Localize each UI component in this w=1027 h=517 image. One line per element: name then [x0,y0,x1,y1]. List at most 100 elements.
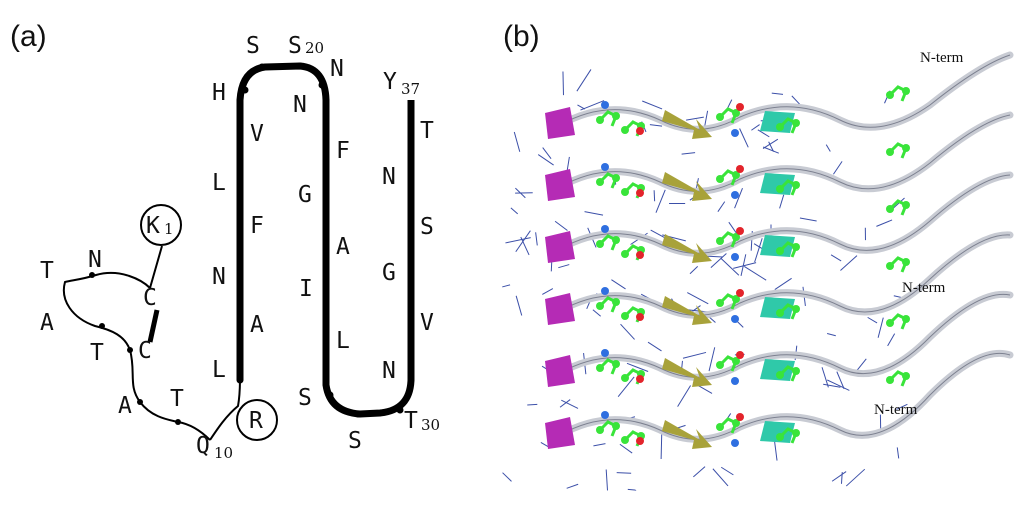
side-chain [718,169,738,186]
side-chain-stick [647,341,662,352]
side-chain [598,358,618,375]
side-chain-atom [612,112,620,120]
side-chain-atom [596,302,604,310]
side-chain-atom [792,305,800,313]
side-chain-stick [537,154,554,166]
side-chain-atom [596,240,604,248]
residue-6: T [90,340,104,366]
side-chain-stick [771,92,784,95]
oxygen-atom [736,103,744,111]
side-chain-atom [612,360,620,368]
side-chain-atom [596,116,604,124]
side-chain-stick [510,207,519,215]
side-chain-atom [776,433,784,441]
side-chain-atom [716,175,724,183]
side-chain [718,107,738,124]
side-chain-stick [734,187,743,209]
residue-15: F [250,213,264,239]
side-chain-stick [505,237,531,244]
side-chain-stick [577,104,586,110]
side-chain-atom [776,185,784,193]
residue-37: Y [383,69,397,95]
side-chain-stick [653,190,656,202]
nitrogen-atom [731,253,739,261]
yellow-strand [662,358,712,387]
side-chain-stick [566,483,579,489]
yellow-strand [662,110,712,139]
side-chain-stick [689,265,699,275]
oxygen-atom [736,165,744,173]
side-chain-stick [768,141,774,152]
side-chain-atom [612,422,620,430]
side-chain-stick [763,146,779,154]
side-chain [598,234,618,251]
side-chain-stick [682,351,707,359]
nitrogen-atom [601,411,609,419]
residue-2: C [143,285,157,311]
side-chain-stick [845,468,866,487]
side-chain-stick [627,488,637,491]
residue-23: F [336,138,350,164]
residue-26: I [299,276,313,302]
cyan-strand [760,235,795,257]
side-chain-atom [621,126,629,134]
side-chain-stick [827,379,850,391]
side-chain [718,355,738,372]
side-chain-atom [792,181,800,189]
side-chain-stick [733,262,757,269]
side-chain [888,199,908,216]
residue-30-number: 30 [421,416,440,434]
side-chain-atom [716,299,724,307]
side-chain-atom [886,205,894,213]
side-chain-stick [887,333,896,347]
side-chain-stick [754,238,763,263]
magenta-strand [545,417,575,449]
side-chain-stick [717,201,726,212]
residue-k1-circle [140,204,182,246]
residue-10-number: 10 [214,444,233,462]
residue-3: N [88,247,102,273]
side-chain-stick [708,347,716,372]
side-chain-stick [593,443,606,447]
side-chain-stick [515,230,531,253]
residue-13: A [250,312,264,338]
side-chain-stick [739,128,749,148]
side-chain-stick [831,471,847,482]
residue-7: C [138,338,152,364]
residue-11: R [249,408,263,434]
side-chain [778,241,798,258]
side-chain-stick [827,332,836,337]
n-term-label-2: N-term [902,280,946,296]
residue-27: L [336,328,350,354]
side-chain-stick [502,472,512,482]
backbone-ribbon-edge [559,114,1011,192]
magenta-strand [545,293,575,325]
side-chain [888,370,908,387]
side-chain-stick [562,71,564,96]
side-chain-stick [611,279,626,290]
side-chain-atom [886,319,894,327]
side-chain-stick [779,194,785,209]
side-chain-atom [596,178,604,186]
backbone-ribbon-edge [559,234,1011,316]
side-chain-stick [515,295,523,316]
side-chain-stick [642,100,663,110]
nitrogen-atom [731,439,739,447]
side-chain-atom [886,91,894,99]
side-chain-stick [520,236,530,256]
side-chain-stick [535,232,538,246]
residue-14: N [212,264,226,290]
side-chain-stick [896,447,900,459]
side-chain-atom [776,123,784,131]
side-chain-atom [716,237,724,245]
backbone-ribbon-edge [559,293,1011,378]
side-chain-atom [902,258,910,266]
residue-9: T [170,386,184,412]
side-chain-atom [716,423,724,431]
oxygen-atom [736,289,744,297]
oxygen-atom [636,127,644,135]
residue-17: V [250,121,264,147]
side-chain [718,293,738,310]
residue-33: G [382,260,396,286]
